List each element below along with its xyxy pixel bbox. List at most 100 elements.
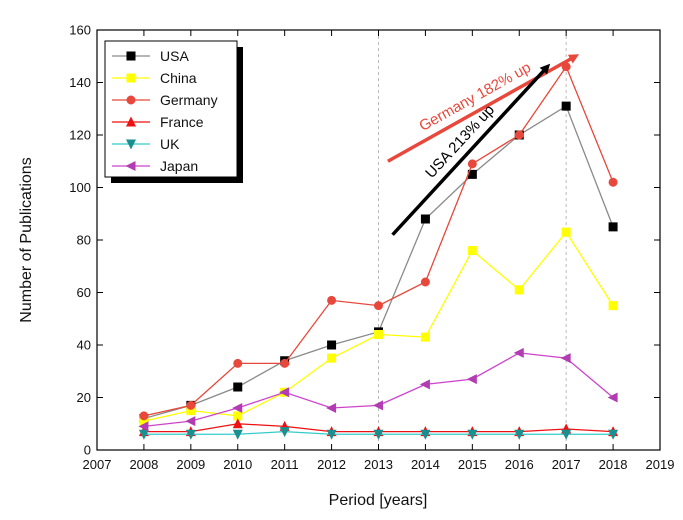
legend-item-usa: USA	[112, 48, 189, 64]
y-axis-label: Number of Publications	[18, 157, 35, 322]
legend-marker-china	[126, 73, 136, 83]
data-point-japan	[560, 353, 571, 364]
series-uk	[138, 427, 619, 440]
annotation-arrow-usa-213-up	[391, 63, 551, 236]
data-point-germany	[514, 130, 524, 140]
data-point-china	[139, 416, 149, 426]
legend-label-germany: Germany	[160, 92, 218, 108]
x-tick-label: 2010	[223, 457, 252, 472]
data-point-japan	[326, 403, 337, 413]
data-point-germany	[139, 411, 149, 421]
legend-marker-japan	[125, 161, 136, 171]
x-tick-label: 2019	[646, 457, 675, 472]
y-axis: 0 20 40 60 80 100 120 140 160	[69, 23, 660, 458]
legend-label-china: China	[160, 70, 197, 86]
series-layer	[138, 62, 619, 440]
data-point-japan	[138, 421, 149, 432]
data-point-china	[186, 406, 196, 416]
legend-item-china: China	[112, 70, 197, 86]
data-point-japan	[185, 416, 196, 427]
legend-item-germany: Germany	[112, 92, 218, 108]
data-point-china	[608, 301, 618, 311]
legend-label-france: France	[160, 114, 204, 130]
legend-item-japan: Japan	[112, 158, 198, 174]
legend-label-japan: Japan	[160, 158, 198, 174]
legend-box	[104, 40, 238, 178]
data-point-usa	[608, 222, 618, 232]
x-tick-label: 2018	[599, 457, 628, 472]
data-point-germany	[608, 177, 618, 187]
data-point-germany	[467, 159, 477, 169]
data-point-uk	[232, 429, 243, 440]
data-point-japan	[279, 387, 290, 398]
data-point-china	[467, 246, 477, 255]
x-tick-label: 2007	[83, 457, 112, 472]
data-point-japan	[466, 374, 477, 385]
data-point-uk	[326, 429, 337, 440]
series-japan	[138, 347, 618, 432]
data-point-china	[420, 332, 430, 342]
data-point-uk	[373, 429, 384, 440]
y-tick-label: 0	[84, 443, 91, 458]
series-germany	[139, 62, 618, 421]
data-point-japan	[419, 379, 430, 390]
data-point-usa	[327, 340, 337, 350]
data-point-france	[232, 418, 243, 429]
data-point-japan	[232, 403, 243, 413]
data-point-uk	[185, 429, 196, 440]
x-axis: 2007 2008 2009 2010 2011 2012 2013 2014 2015 2016…	[83, 30, 675, 472]
x-tick-label: 2012	[317, 457, 346, 472]
y-tick-label: 20	[77, 390, 91, 405]
y-tick-label: 100	[69, 180, 91, 195]
data-point-uk	[608, 429, 619, 440]
y-tick-label: 140	[69, 75, 91, 90]
data-point-germany	[327, 295, 337, 305]
data-point-china	[514, 285, 524, 295]
y-tick-label: 40	[77, 338, 91, 353]
legend-item-uk: UK	[112, 136, 180, 152]
x-tick-label: 2011	[271, 457, 299, 472]
x-tick-label: 2014	[411, 457, 440, 472]
legend-label-uk: UK	[160, 136, 180, 152]
data-point-uk	[420, 429, 431, 440]
data-point-uk	[279, 427, 290, 438]
x-tick-label: 2016	[505, 457, 534, 472]
data-point-uk	[467, 429, 478, 440]
legend-marker-uk	[126, 139, 136, 150]
legend-marker-germany	[126, 95, 136, 105]
legend-label-usa: USA	[160, 48, 189, 64]
data-point-china	[327, 353, 337, 363]
legend-marker-usa	[126, 51, 136, 61]
legend-item-france: France	[112, 114, 204, 130]
reference-lines	[378, 30, 567, 450]
data-point-japan	[513, 347, 524, 358]
data-point-germany	[374, 301, 383, 311]
x-axis-label: Period [years]	[329, 492, 428, 509]
data-point-china	[233, 411, 243, 421]
data-point-uk	[514, 429, 525, 440]
x-tick-label: 2008	[129, 457, 158, 472]
legend: USA China Germany France UK Japan	[104, 40, 243, 183]
x-tick-label: 2013	[364, 457, 393, 472]
data-point-germany	[280, 358, 290, 368]
data-point-usa	[561, 101, 571, 111]
data-point-germany	[420, 277, 430, 287]
data-point-usa	[467, 169, 477, 179]
legend-marker-france	[126, 116, 136, 127]
x-tick-label: 2017	[552, 457, 581, 472]
y-tick-label: 120	[69, 128, 91, 143]
data-point-japan	[607, 392, 618, 403]
data-point-uk	[138, 429, 149, 440]
data-point-germany	[233, 358, 243, 368]
y-tick-label: 60	[77, 285, 91, 300]
data-point-china	[561, 227, 571, 237]
data-point-china	[374, 330, 383, 339]
data-point-usa	[233, 382, 243, 392]
x-tick-label: 2009	[176, 457, 205, 472]
data-point-usa	[420, 214, 430, 224]
y-tick-label: 160	[69, 23, 91, 38]
data-point-japan	[373, 400, 383, 411]
data-point-germany	[186, 400, 196, 410]
y-tick-label: 80	[77, 233, 91, 248]
